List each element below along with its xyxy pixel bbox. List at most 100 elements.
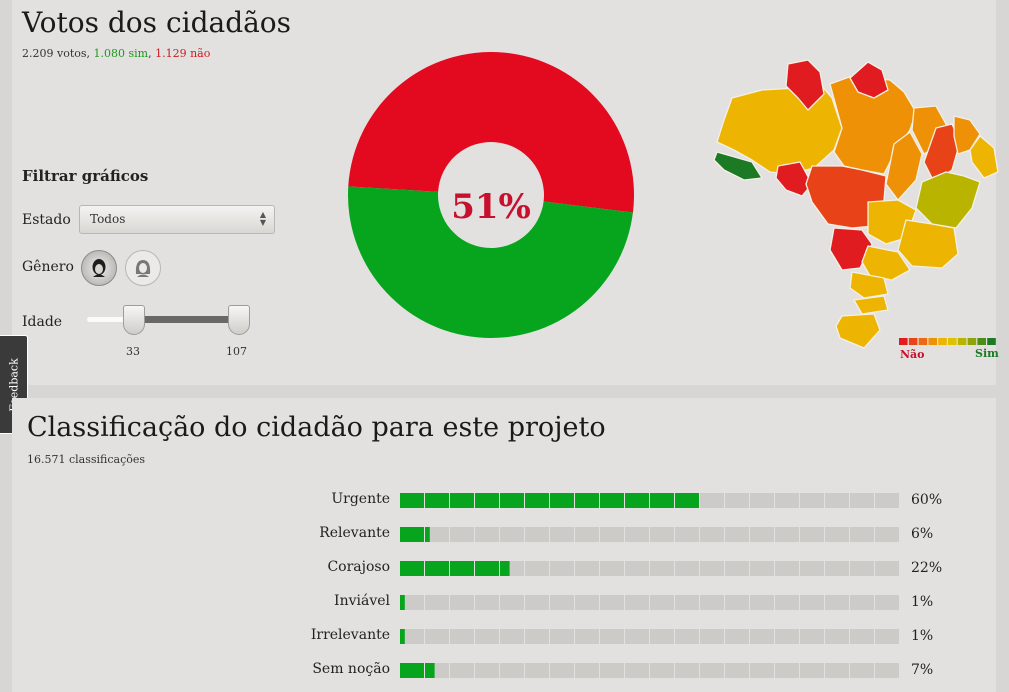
bar-segment bbox=[775, 527, 799, 542]
bar-segment bbox=[750, 595, 774, 610]
bar-segment bbox=[625, 527, 649, 542]
class-bar bbox=[400, 527, 899, 542]
age-track bbox=[87, 317, 129, 322]
bar-segment bbox=[825, 527, 849, 542]
age-track-selected bbox=[129, 316, 239, 323]
votes-donut-chart: 51% bbox=[348, 51, 634, 338]
bar-segment bbox=[675, 527, 699, 542]
estado-label: Estado bbox=[22, 212, 71, 228]
bar-segment-filled bbox=[475, 493, 499, 508]
map-state-ne-east bbox=[969, 135, 999, 179]
bar-segment-filled bbox=[650, 493, 674, 508]
bar-segment bbox=[850, 493, 874, 508]
bar-segment-filled bbox=[425, 493, 449, 508]
map-legend-swatch bbox=[957, 338, 967, 345]
bar-segment bbox=[850, 561, 874, 576]
bar-segment bbox=[675, 663, 699, 678]
bar-segment bbox=[525, 629, 549, 644]
class-label: Relevante bbox=[319, 525, 390, 541]
bar-segment bbox=[600, 629, 624, 644]
bar-segment bbox=[725, 629, 749, 644]
select-arrows-icon: ▲ ▼ bbox=[259, 210, 266, 227]
bar-segment bbox=[775, 595, 799, 610]
bar-segment-filled bbox=[525, 493, 549, 508]
bar-segment bbox=[700, 663, 724, 678]
bar-segment bbox=[675, 561, 699, 576]
bar-segment bbox=[875, 629, 899, 644]
bar-segment-filled bbox=[400, 527, 424, 542]
class-percent: 7% bbox=[911, 662, 934, 678]
map-state-ms bbox=[829, 227, 873, 271]
bar-segment bbox=[450, 663, 474, 678]
class-bar bbox=[400, 561, 899, 576]
bar-segment bbox=[525, 561, 549, 576]
bar-segment bbox=[850, 663, 874, 678]
bar-segment bbox=[725, 663, 749, 678]
bar-segment bbox=[675, 595, 699, 610]
estado-select[interactable]: Todos ▲ ▼ bbox=[79, 205, 275, 234]
age-handle-min[interactable] bbox=[123, 305, 145, 335]
bar-segment bbox=[450, 595, 474, 610]
class-label: Sem noção bbox=[312, 661, 390, 677]
map-state-ap bbox=[849, 61, 889, 99]
bar-segment bbox=[650, 527, 674, 542]
bar-segment bbox=[800, 595, 824, 610]
bar-segment bbox=[700, 561, 724, 576]
gender-female-button[interactable] bbox=[125, 250, 161, 286]
bar-segment bbox=[725, 595, 749, 610]
map-legend-swatch bbox=[899, 338, 908, 345]
bar-segment bbox=[625, 629, 649, 644]
map-state-pi bbox=[923, 123, 961, 183]
class-percent: 6% bbox=[911, 526, 934, 542]
bar-segment bbox=[825, 493, 849, 508]
age-handle-max[interactable] bbox=[228, 305, 250, 335]
bar-segment-filled bbox=[450, 493, 474, 508]
bar-segment bbox=[775, 561, 799, 576]
bar-segment bbox=[825, 561, 849, 576]
map-state-sc bbox=[853, 295, 889, 315]
bar-segment bbox=[825, 663, 849, 678]
map-state-rr bbox=[785, 59, 825, 111]
bar-segment bbox=[700, 527, 724, 542]
class-label: Inviável bbox=[334, 593, 390, 609]
map-state-rs bbox=[835, 313, 881, 349]
map-legend-nao: Não bbox=[900, 348, 925, 361]
bar-segment bbox=[600, 595, 624, 610]
bar-segment bbox=[550, 561, 574, 576]
bar-segment bbox=[400, 629, 424, 644]
bar-segment bbox=[875, 561, 899, 576]
age-max-value: 107 bbox=[226, 345, 247, 358]
bar-segment bbox=[425, 527, 449, 542]
class-label: Urgente bbox=[331, 491, 390, 507]
bar-segment bbox=[800, 527, 824, 542]
votes-total: 2.209 votos, bbox=[22, 47, 94, 60]
bar-segment bbox=[800, 629, 824, 644]
bar-segment bbox=[850, 595, 874, 610]
class-bar bbox=[400, 663, 899, 678]
bar-segment bbox=[550, 527, 574, 542]
age-min-value: 33 bbox=[126, 345, 140, 358]
bar-segment bbox=[750, 663, 774, 678]
bar-segment bbox=[675, 629, 699, 644]
bar-segment bbox=[525, 595, 549, 610]
map-state-sp bbox=[861, 245, 911, 281]
class-percent: 60% bbox=[911, 492, 943, 508]
class-label: Corajoso bbox=[327, 559, 390, 575]
bar-segment-filled bbox=[425, 561, 449, 576]
class-percent: 22% bbox=[911, 560, 943, 576]
bar-segment-filled bbox=[400, 595, 405, 610]
bar-segment bbox=[850, 629, 874, 644]
bar-segment-filled bbox=[400, 663, 424, 678]
bar-segment bbox=[800, 663, 824, 678]
bar-segment bbox=[600, 527, 624, 542]
map-state-ba bbox=[915, 171, 981, 229]
gender-male-button[interactable] bbox=[81, 250, 117, 286]
bar-segment bbox=[650, 629, 674, 644]
filter-title: Filtrar gráficos bbox=[22, 167, 149, 185]
class-bar bbox=[400, 493, 899, 508]
bar-segment bbox=[525, 527, 549, 542]
bar-segment bbox=[650, 595, 674, 610]
age-range-slider[interactable]: 33 107 bbox=[87, 305, 267, 360]
class-label: Irrelevante bbox=[310, 627, 390, 643]
class-percent: 1% bbox=[911, 594, 934, 610]
